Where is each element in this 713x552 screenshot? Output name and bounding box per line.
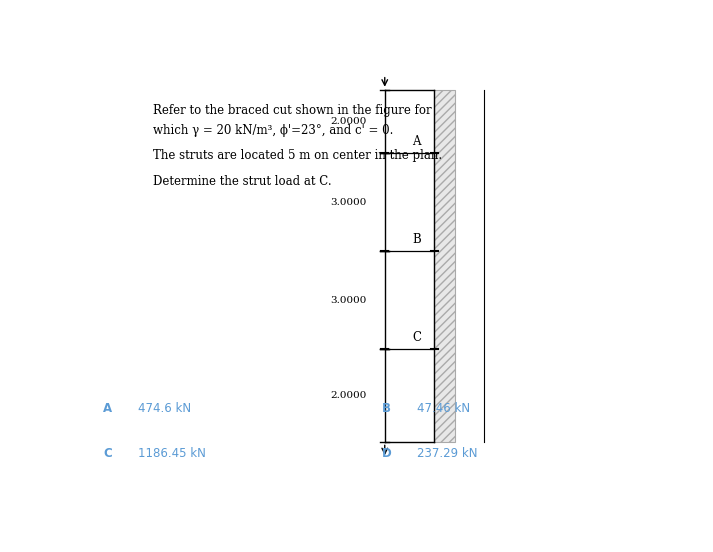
Text: A: A xyxy=(412,135,421,148)
Text: 474.6 kN: 474.6 kN xyxy=(138,402,191,415)
Text: A: A xyxy=(103,402,112,415)
Text: 47.46 kN: 47.46 kN xyxy=(417,402,470,415)
Text: Refer to the braced cut shown in the figure for: Refer to the braced cut shown in the fig… xyxy=(153,104,431,118)
Text: 1186.45 kN: 1186.45 kN xyxy=(138,447,205,459)
Text: 3.0000: 3.0000 xyxy=(330,198,366,207)
Text: 2.0000: 2.0000 xyxy=(330,391,366,400)
Text: 3.0000: 3.0000 xyxy=(330,295,366,305)
Text: C: C xyxy=(103,447,112,459)
Text: The struts are located 5 m on center in the plan.: The struts are located 5 m on center in … xyxy=(153,149,442,162)
Text: Determine the strut load at C.: Determine the strut load at C. xyxy=(153,174,332,188)
Text: B: B xyxy=(382,402,391,415)
Text: B: B xyxy=(412,233,421,246)
Text: which γ = 20 kN/m³, ϕ'=23°, and c' = 0.: which γ = 20 kN/m³, ϕ'=23°, and c' = 0. xyxy=(153,124,393,137)
Text: C: C xyxy=(412,331,421,344)
Text: D: D xyxy=(382,447,391,459)
Text: 2.0000: 2.0000 xyxy=(330,117,366,126)
Text: 237.29 kN: 237.29 kN xyxy=(417,447,477,459)
Bar xyxy=(434,89,456,442)
